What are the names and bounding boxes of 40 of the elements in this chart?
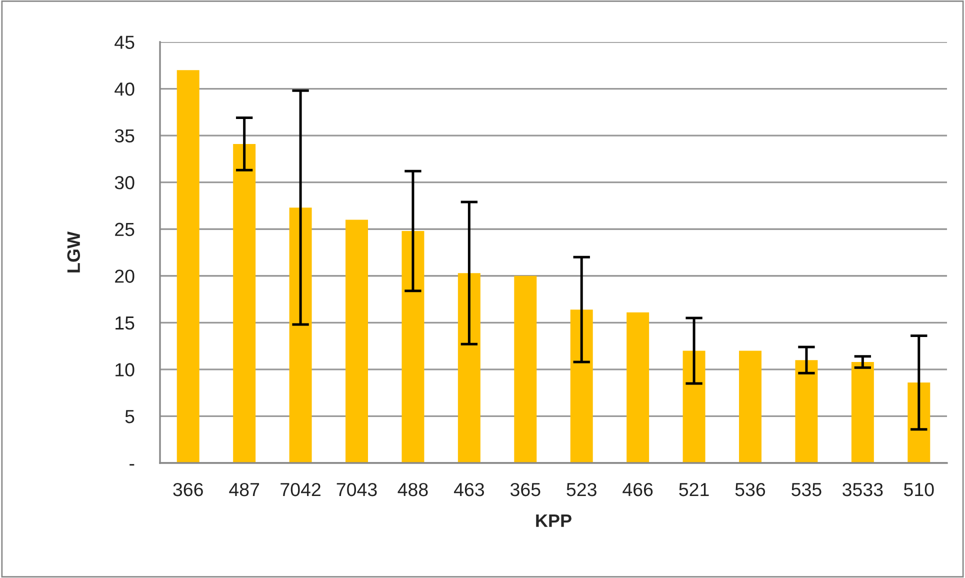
- x-tick-label: 3533: [842, 482, 883, 496]
- bar: [739, 350, 762, 463]
- bar: [908, 382, 930, 463]
- y-tick-label: 15: [116, 316, 134, 330]
- y-tick-label: 20: [115, 270, 134, 283]
- y-tick-label: 30: [114, 176, 134, 190]
- x-tick-label: 536: [735, 482, 766, 496]
- x-tick-label: 488: [398, 482, 428, 496]
- bar: [682, 350, 706, 463]
- bar: [851, 362, 874, 463]
- x-tick-label: 521: [679, 482, 709, 496]
- x-tick-label: 535: [792, 482, 822, 496]
- bar: [289, 208, 312, 463]
- y-tick-label: 25: [115, 222, 134, 236]
- y-axis-title: LGW: [67, 231, 80, 272]
- x-axis-title: KPP: [536, 514, 572, 527]
- bar: [176, 70, 200, 463]
- x-tick-label: 7042: [280, 482, 320, 496]
- bar: [402, 230, 424, 463]
- x-tick-label: 466: [622, 482, 653, 496]
- bar: [626, 312, 650, 463]
- y-tick-label: 5: [125, 410, 134, 424]
- bar: [514, 276, 537, 463]
- x-tick-label: 463: [454, 482, 484, 496]
- x-tick-label: 7043: [336, 482, 377, 496]
- bar: [458, 273, 480, 463]
- x-tick-label: 365: [510, 482, 540, 496]
- x-tick-label: 366: [173, 482, 203, 496]
- x-tick-label: 510: [904, 482, 934, 496]
- bar: [346, 220, 368, 463]
- y-tick-label: 45: [114, 36, 134, 49]
- bar: [233, 144, 256, 463]
- y-tick-label: 35: [114, 129, 134, 143]
- x-tick-label: 487: [229, 482, 260, 496]
- x-tick-label: 523: [566, 482, 596, 496]
- bar: [570, 310, 593, 463]
- y-tick-label: 40: [114, 82, 134, 96]
- bar: [795, 360, 818, 463]
- y-tick-label: 10: [116, 363, 134, 376]
- y-tick-label: -: [130, 464, 134, 466]
